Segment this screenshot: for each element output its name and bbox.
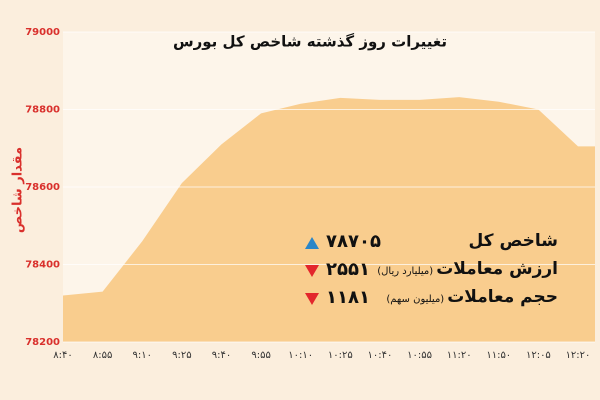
annotation-row: حجم معاملات(میلیون سهم) ۱۱۸۱ [0, 287, 600, 311]
annotation-value: ۷۸۷۰۵ [326, 231, 381, 252]
x-tick-label: ۱۱:۵۰ [486, 350, 511, 361]
x-tick-label: ۸:۵۵ [93, 350, 112, 361]
annotation-value: ۱۱۸۱ [326, 287, 370, 308]
y-tick-label: 78400 [25, 260, 60, 271]
label-text: شاخص کل [468, 231, 558, 251]
x-tick-label: ۱۰:۴۰ [367, 350, 392, 361]
y-tick-label: 78800 [25, 105, 60, 116]
x-tick-label: ۱۲:۰۵ [526, 350, 551, 361]
label-text: حجم معاملات [447, 287, 558, 307]
x-tick-label: ۹:۴۰ [212, 350, 231, 361]
x-tick-label: ۱۰:۵۵ [407, 350, 432, 361]
trend-marker [305, 237, 319, 249]
x-tick-label: ۹:۵۵ [251, 350, 270, 361]
x-tick-label: ۹:۱۰ [132, 350, 151, 361]
y-tick-label: 78200 [25, 337, 60, 348]
trend-marker [305, 293, 319, 305]
y-axis-label: مقدار شاخص [11, 147, 26, 233]
y-tick-label: 78600 [25, 182, 60, 193]
annotation-label: حجم معاملات(میلیون سهم) [386, 287, 558, 307]
chart-title: تغییرات روز گذشته شاخص کل بورس [173, 33, 447, 51]
x-tick-label: ۹:۲۵ [172, 350, 191, 361]
label-text: ارزش معاملات [436, 259, 558, 279]
unit-text: (میلیارد ریال) [377, 266, 434, 277]
area [63, 97, 595, 342]
x-tick-label: ۱۲:۲۰ [566, 350, 591, 361]
triangle [305, 237, 319, 249]
x-tick-label: ۱۰:۲۵ [328, 350, 353, 361]
annotation-row: شاخص کل ۷۸۷۰۵ [0, 231, 600, 255]
trend-marker [305, 265, 319, 277]
y-tick-label: 79000 [25, 27, 60, 38]
x-tick-label: ۱۱:۲۰ [447, 350, 472, 361]
unit-text: (میلیون سهم) [386, 294, 445, 305]
annotation-label: شاخص کل [468, 231, 558, 251]
triangle [305, 293, 319, 305]
triangle [305, 265, 319, 277]
x-tick-label: ۱۰:۱۰ [288, 350, 313, 361]
annotation-label: ارزش معاملات(میلیارد ریال) [377, 259, 558, 279]
x-tick-label: ۸:۴۰ [53, 350, 72, 361]
annotation-value: ۲۵۵۱ [326, 259, 370, 280]
annotation-row: ارزش معاملات(میلیارد ریال) ۲۵۵۱ [0, 259, 600, 283]
